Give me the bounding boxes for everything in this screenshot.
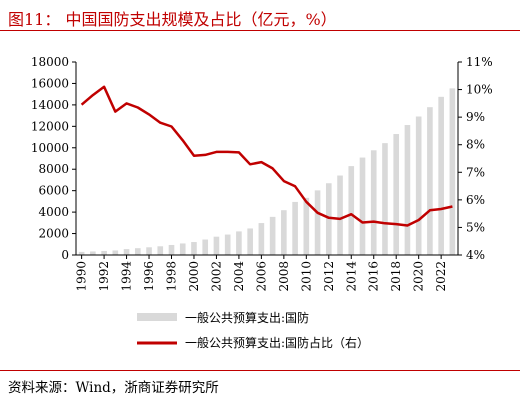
bar-1994	[123, 249, 130, 255]
x-tick-label: 2016	[367, 261, 381, 292]
legend-bar-label: 一般公共预算支出:国防	[185, 310, 309, 325]
bar-2010	[303, 197, 310, 255]
x-tick-label: 2008	[277, 261, 291, 292]
axes: 0 2000 4000 6000 8000 10000 12000 14000 16000 180…	[31, 55, 493, 292]
x-tick-label: 2000	[187, 261, 201, 292]
bar-1997	[157, 246, 164, 255]
chart-title: 图11： 中国国防支出规模及占比（亿元，%）	[8, 10, 337, 29]
bar-2009	[292, 201, 298, 255]
footer-rule	[0, 370, 520, 371]
bar-2015	[359, 157, 366, 255]
y-left-tick-label: 4000	[38, 205, 69, 219]
bar-2021	[427, 107, 433, 255]
bar-2000	[191, 242, 197, 255]
x-tick-label: 2002	[209, 261, 223, 292]
bar-2023	[449, 88, 456, 255]
bar-2002	[213, 236, 220, 255]
legend: 一般公共预算支出:国防 一般公共预算支出:国防占比（右）	[137, 310, 369, 350]
y-left-tick-label: 6000	[38, 184, 69, 198]
bar-2007	[269, 216, 276, 255]
x-tick-label: 2014	[344, 261, 358, 292]
bar-2017	[382, 143, 388, 255]
bar-2020	[415, 116, 422, 256]
y-right-tick-label: 10%	[466, 83, 493, 97]
bar-1991	[90, 251, 96, 255]
bar-1992	[101, 250, 107, 255]
legend-line-label: 一般公共预算支出:国防占比（右）	[185, 335, 369, 350]
bar-2016	[370, 150, 377, 255]
y-left-tick-label: 18000	[31, 55, 69, 69]
legend-bar-swatch	[137, 313, 177, 321]
bar-1990	[78, 251, 85, 255]
y-right-tick-label: 7%	[466, 165, 485, 179]
line-series	[80, 85, 453, 227]
x-tick-label: 2004	[232, 261, 246, 292]
x-tick-label: 1998	[165, 261, 179, 292]
bar-1996	[146, 247, 152, 255]
bar-2008	[281, 210, 287, 255]
bar-2019	[404, 125, 411, 255]
bar-2018	[393, 134, 400, 255]
bar-2003	[224, 234, 231, 255]
x-tick-label: 1992	[97, 261, 111, 292]
source-note: 资料来源：Wind，浙商证券研究所	[8, 380, 219, 396]
y-right-tick-label: 9%	[466, 110, 485, 124]
x-tick-label: 2020	[412, 261, 426, 292]
x-tick-label: 2006	[254, 261, 268, 292]
bar-2012	[325, 183, 332, 255]
y-left-tick-label: 8000	[38, 162, 69, 176]
bar-series	[78, 88, 456, 256]
x-tick-label: 1990	[75, 261, 89, 292]
bar-2014	[348, 166, 355, 255]
bar-2013	[337, 175, 343, 255]
bar-2004	[236, 231, 242, 255]
x-tick-label: 2012	[322, 261, 336, 292]
bar-1995	[134, 248, 141, 255]
chart-canvas: 0 2000 4000 6000 8000 10000 12000 14000 16000 180…	[31, 55, 493, 350]
y-right-tick-label: 8%	[466, 138, 485, 152]
y-left-tick-label: 10000	[31, 141, 69, 155]
title-underline	[0, 30, 520, 31]
y-right-tick-label: 11%	[466, 55, 493, 69]
defense-share-line	[80, 85, 453, 227]
x-tick-label: 2010	[299, 261, 313, 292]
x-tick-label: 1994	[120, 261, 134, 292]
y-left-tick-label: 12000	[31, 119, 69, 133]
y-right-tick-label: 4%	[466, 248, 485, 262]
y-left-tick-label: 16000	[31, 76, 69, 90]
bar-2011	[314, 190, 321, 255]
bar-2006	[258, 223, 265, 255]
y-right-tick-label: 5%	[466, 220, 485, 234]
x-tick-label: 1996	[142, 261, 156, 292]
y-left-tick-label: 2000	[38, 227, 69, 241]
y-left-tick-label: 14000	[31, 98, 69, 112]
bar-1993	[112, 250, 119, 255]
bar-2022	[438, 96, 444, 255]
bar-1998	[168, 244, 175, 255]
y-right-tick-label: 6%	[466, 193, 485, 207]
x-tick-label: 2018	[389, 261, 403, 292]
bar-2005	[247, 228, 253, 255]
y-left-tick-label: 0	[61, 248, 69, 262]
bar-2001	[202, 239, 209, 255]
x-tick-label: 2022	[434, 261, 448, 292]
bar-1999	[179, 243, 186, 255]
